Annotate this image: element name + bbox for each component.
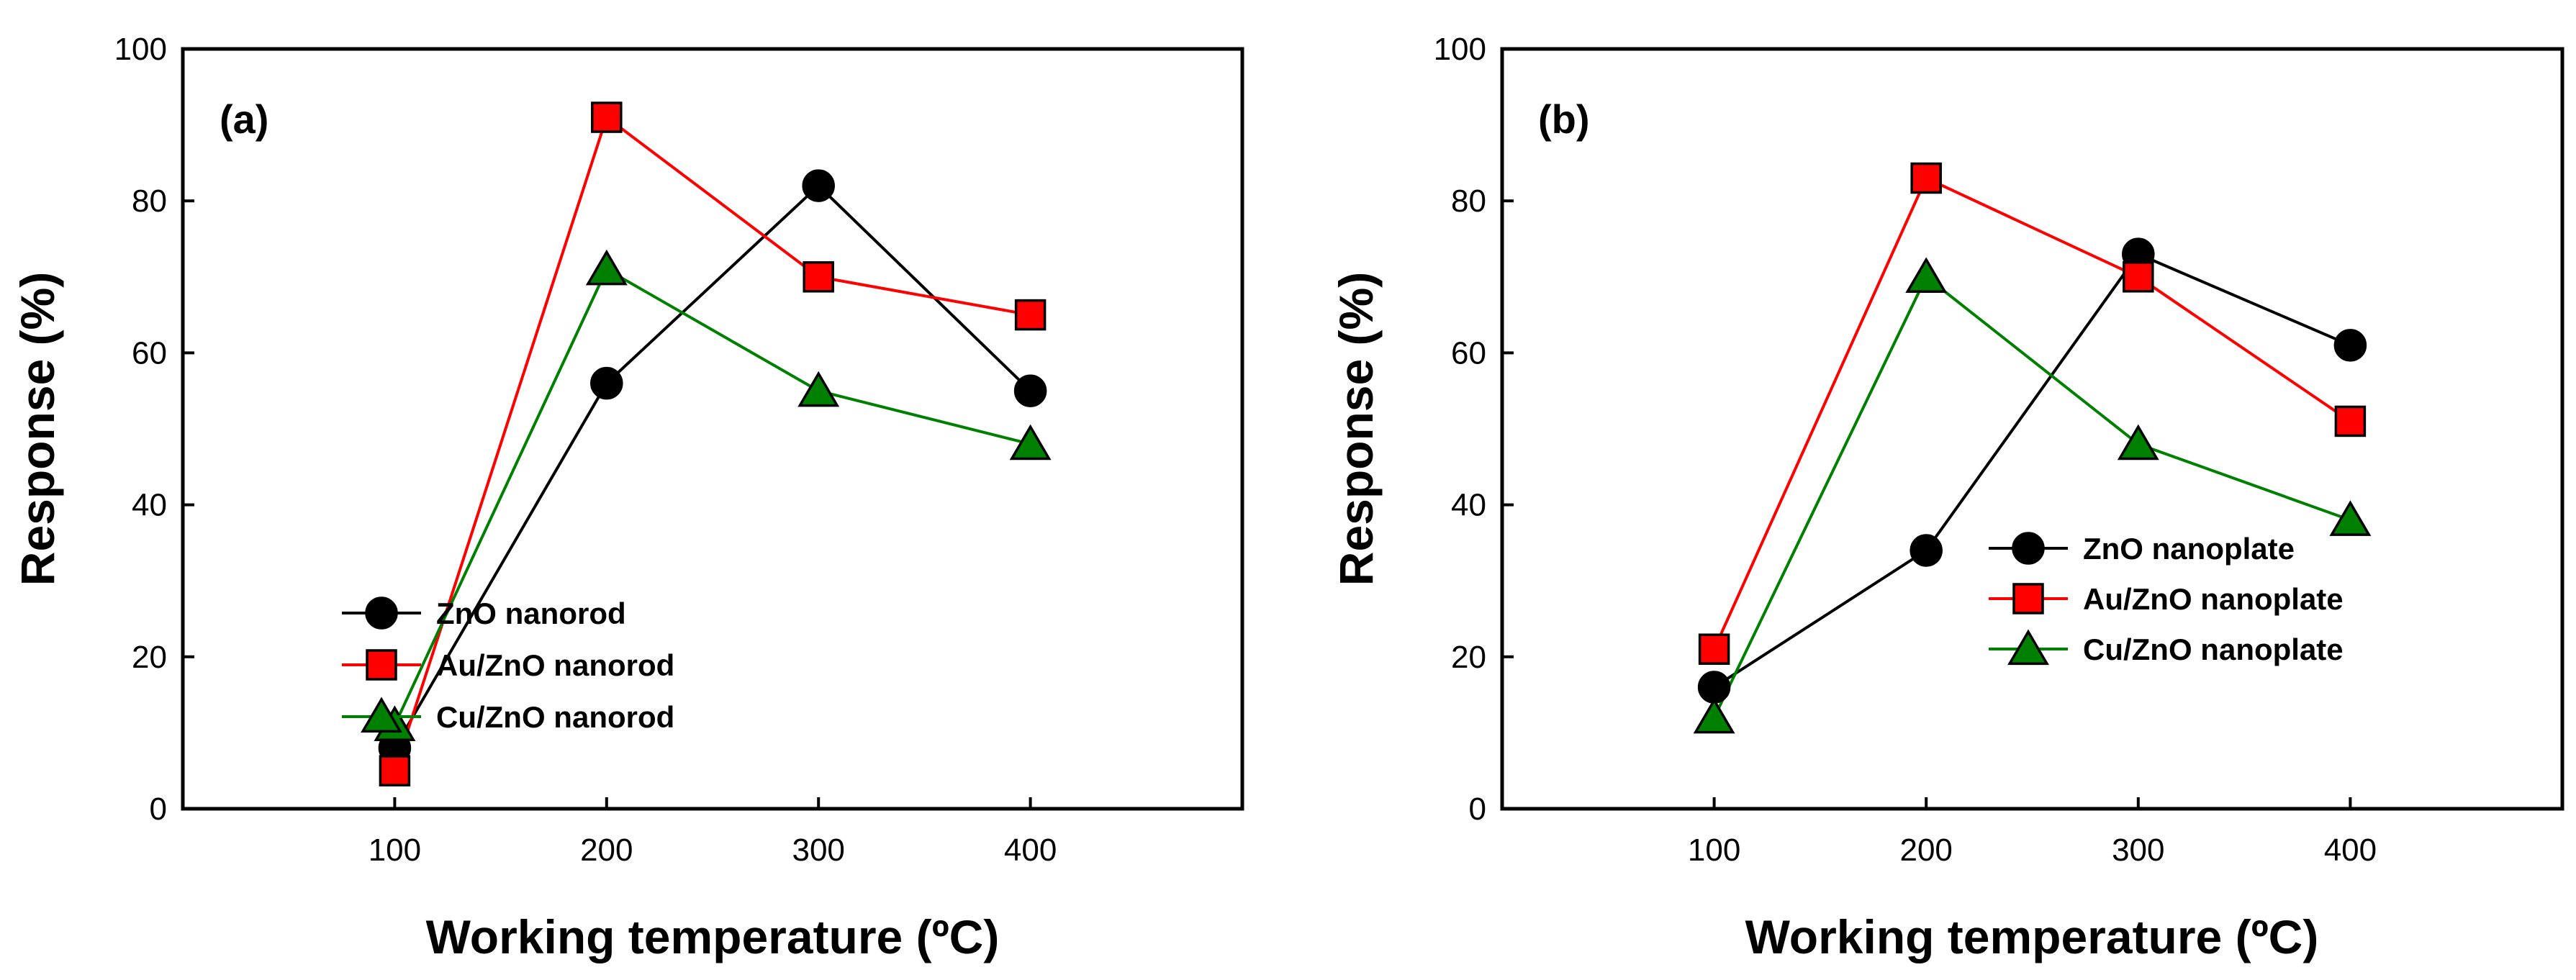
legend-marker-circle	[365, 596, 398, 630]
x-axis-title: Working temperature (ºC)	[1745, 910, 2319, 963]
data-point-triangle	[1905, 257, 1948, 293]
legend-item-au-zno: Au/ZnO nanoplate	[1989, 582, 2344, 616]
y-tick-label: 80	[132, 183, 167, 219]
legend-item-au-zno: Au/ZnO nanorod	[342, 648, 674, 682]
series-line	[393, 267, 1031, 726]
x-tick-label: 200	[1899, 832, 1952, 868]
legend-item-cu-zno: Cu/ZnO nanoplate	[1989, 629, 2344, 666]
series-line	[393, 114, 1031, 771]
legend-marker-circle	[2012, 532, 2045, 565]
legend-label: ZnO nanoplate	[2083, 532, 2295, 566]
legend-marker-triangle	[2007, 629, 2049, 666]
legend-marker-square	[366, 649, 397, 681]
data-point-triangle	[2329, 500, 2372, 536]
data-point-square	[803, 261, 834, 293]
legend-item-zno: ZnO nanorod	[342, 596, 626, 630]
data-point-circle	[590, 366, 623, 400]
x-tick-label: 300	[2112, 832, 2164, 868]
series-lines	[1712, 176, 2351, 719]
y-tick-label: 0	[1469, 791, 1486, 827]
data-point-square	[2334, 405, 2367, 437]
y-tick-label: 40	[1451, 488, 1486, 523]
series-markers	[1693, 162, 2372, 734]
data-point-triangle	[1693, 697, 1735, 734]
series-layer	[1693, 162, 2372, 734]
legend-marker-square	[2012, 583, 2044, 614]
x-axis: 100 200 300 400	[369, 797, 1057, 868]
data-point-square	[1910, 162, 1942, 194]
series-line	[1713, 252, 2351, 689]
x-tick-label: 300	[792, 832, 844, 868]
data-point-circle	[1013, 374, 1047, 407]
data-point-circle	[1697, 671, 1731, 704]
data-point-square	[379, 755, 411, 786]
x-axis-title: Working temperature (ºC)	[426, 910, 1000, 963]
y-axis: 0 20 40 60 80 100	[114, 32, 194, 827]
chart-panel-b: 0 20 40 60 80 100 100 200 300 400 (b) Working te…	[1329, 32, 2564, 963]
legend-marker-square	[366, 649, 397, 681]
legend-label: ZnO nanorod	[436, 596, 626, 630]
series-line	[1712, 176, 2351, 650]
y-tick-label: 0	[150, 791, 167, 827]
panel-label: (b)	[1538, 96, 1590, 142]
y-tick-label: 80	[1451, 183, 1486, 219]
legend-marker-circle	[2012, 532, 2045, 565]
data-point-triangle	[585, 249, 628, 286]
x-tick-label: 400	[1004, 832, 1057, 868]
data-point-triangle	[797, 371, 840, 407]
series-line	[1712, 274, 2351, 719]
data-point-square	[591, 101, 623, 133]
legend: ZnO nanoplate Au/ZnO nanoplate Cu/ZnO na…	[1989, 532, 2344, 666]
chart-panel-a: 0 20 40 60 80 100 100 200 300 400 (a) Working te…	[11, 32, 1244, 963]
data-point-circle	[2333, 329, 2367, 362]
legend-marker-square	[2012, 583, 2044, 614]
plot-frame	[1500, 47, 2564, 811]
data-point-circle	[1910, 534, 1943, 567]
legend-label: Cu/ZnO nanoplate	[2083, 632, 2344, 666]
series-lines	[393, 114, 1031, 771]
y-tick-label: 100	[1434, 32, 1486, 67]
y-tick-label: 20	[132, 640, 167, 675]
legend: ZnO nanorod Au/ZnO nanorod Cu/ZnO nanoro…	[342, 596, 674, 734]
legend-marker-triangle	[361, 697, 402, 733]
legend-label: Au/ZnO nanorod	[436, 648, 674, 682]
data-point-triangle	[1009, 424, 1052, 460]
plot-frame	[181, 47, 1244, 811]
data-point-square	[2123, 261, 2154, 293]
y-tick-label: 60	[132, 335, 167, 371]
series-line	[393, 183, 1031, 749]
data-point-square	[1698, 633, 1730, 665]
legend-marker-circle	[365, 596, 398, 630]
x-tick-label: 400	[2324, 832, 2377, 868]
y-tick-label: 20	[1451, 640, 1486, 675]
legend-item-zno: ZnO nanoplate	[1989, 532, 2295, 566]
x-axis: 100 200 300 400	[1688, 797, 2377, 868]
y-axis: 0 20 40 60 80 100	[1434, 32, 1514, 827]
data-point-circle	[802, 169, 835, 202]
data-point-triangle	[2117, 424, 2159, 460]
y-axis-title: Response (%)	[11, 272, 64, 586]
y-tick-label: 60	[1451, 335, 1486, 371]
y-tick-label: 100	[114, 32, 167, 67]
y-axis-title: Response (%)	[1329, 272, 1383, 586]
legend-item-cu-zno: Cu/ZnO nanorod	[342, 697, 674, 734]
panel-label: (a)	[220, 96, 268, 142]
x-tick-label: 100	[369, 832, 421, 868]
legend-marker-triangle	[361, 697, 402, 733]
x-tick-label: 200	[580, 832, 633, 868]
legend-marker-triangle	[2007, 629, 2049, 666]
data-point-square	[1014, 299, 1047, 331]
x-tick-label: 100	[1688, 832, 1740, 868]
legend-label: Cu/ZnO nanorod	[436, 700, 674, 734]
legend-label: Au/ZnO nanoplate	[2083, 582, 2344, 616]
y-tick-label: 40	[132, 488, 167, 523]
